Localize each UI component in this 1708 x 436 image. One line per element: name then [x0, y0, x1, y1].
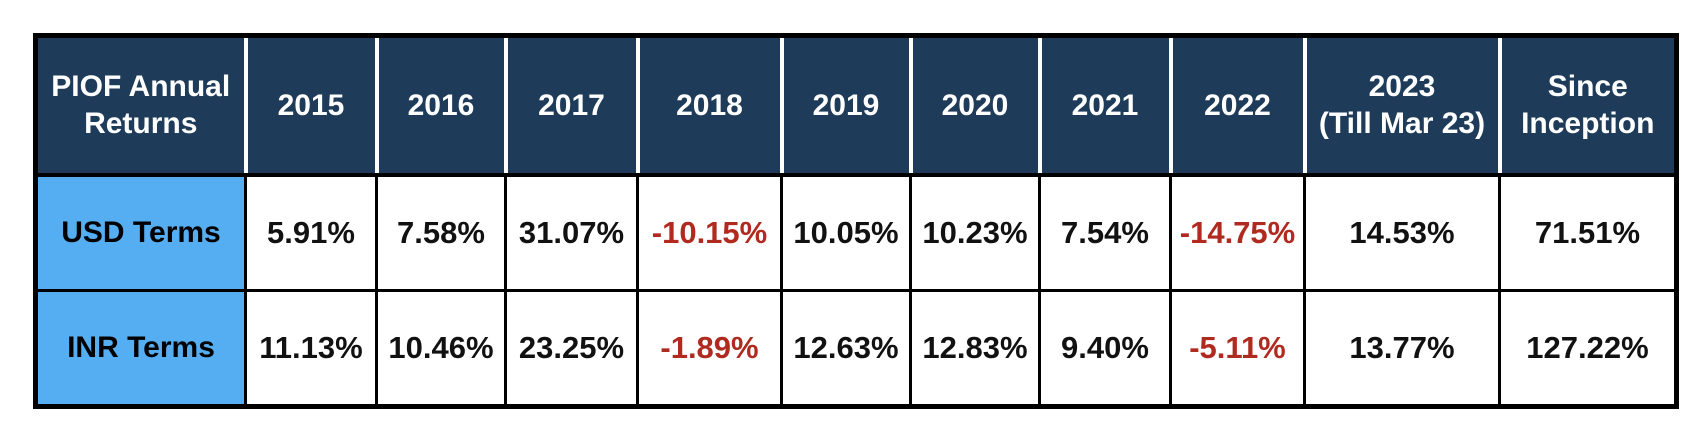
- value-cell: -5.11%: [1169, 289, 1306, 408]
- table-row-usd-terms: USD Terms 5.91% 7.58% 31.07% -10.15% 10.…: [34, 173, 1678, 292]
- value-cell: 7.54%: [1038, 173, 1172, 292]
- value-cell: -1.89%: [636, 289, 783, 408]
- value-cell: 23.25%: [504, 289, 639, 408]
- column-header-2015: 2015: [243, 35, 379, 177]
- table-title-cell: PIOF Annual Returns: [35, 35, 248, 177]
- column-header-2023-till-mar-23: 2023 (Till Mar 23): [1302, 35, 1502, 177]
- value-cell: 12.83%: [909, 289, 1041, 408]
- column-header-2021: 2021: [1037, 35, 1173, 177]
- value-cell: 10.23%: [909, 173, 1041, 292]
- column-header-since-inception: Since Inception: [1497, 35, 1677, 177]
- column-header-2017: 2017: [503, 35, 640, 177]
- value-cell: -14.75%: [1169, 173, 1306, 292]
- column-header-2019: 2019: [779, 35, 913, 177]
- value-cell: 11.13%: [244, 289, 378, 408]
- value-cell: 31.07%: [504, 173, 639, 292]
- value-cell: 71.51%: [1498, 173, 1678, 292]
- value-cell: 9.40%: [1038, 289, 1172, 408]
- row-label-inr-terms: INR Terms: [34, 289, 247, 408]
- value-cell: 12.63%: [780, 289, 912, 408]
- value-cell: 13.77%: [1303, 289, 1501, 408]
- row-label-usd-terms: USD Terms: [34, 173, 247, 292]
- value-cell: 7.58%: [375, 173, 507, 292]
- value-cell: -10.15%: [636, 173, 783, 292]
- column-header-2022: 2022: [1168, 35, 1307, 177]
- table-row-inr-terms: INR Terms 11.13% 10.46% 23.25% -1.89% 12…: [34, 289, 1678, 408]
- column-header-2020: 2020: [908, 35, 1042, 177]
- value-cell: 10.05%: [780, 173, 912, 292]
- value-cell: 10.46%: [375, 289, 507, 408]
- header-row: PIOF Annual Returns 2015 2016 2017 2018 …: [35, 35, 1677, 177]
- column-header-2016: 2016: [374, 35, 508, 177]
- value-cell: 14.53%: [1303, 173, 1501, 292]
- piof-annual-returns-table: PIOF Annual Returns 2015 2016 2017 2018 …: [33, 33, 1679, 409]
- value-cell: 5.91%: [244, 173, 378, 292]
- column-header-2018: 2018: [635, 35, 784, 177]
- value-cell: 127.22%: [1498, 289, 1678, 408]
